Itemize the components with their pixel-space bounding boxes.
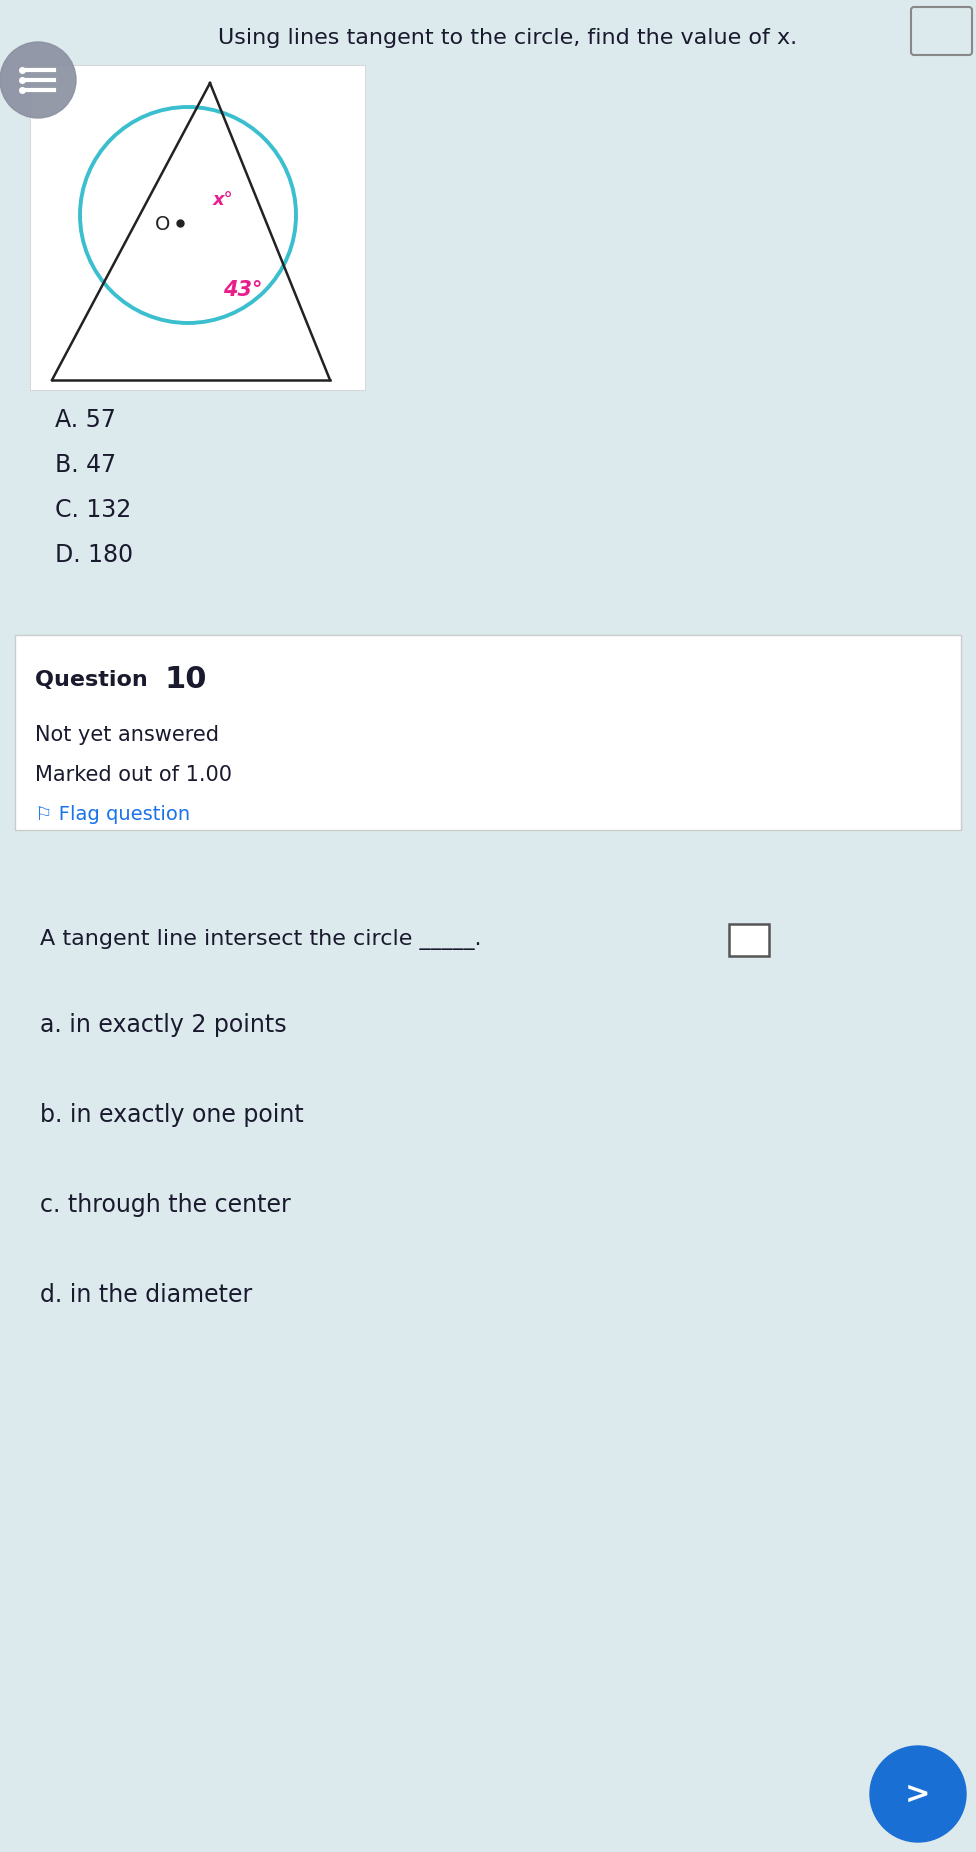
- Text: 43°: 43°: [224, 280, 263, 300]
- Text: d. in the diameter: d. in the diameter: [40, 1283, 252, 1308]
- Text: B. 47: B. 47: [55, 454, 116, 478]
- Text: Marked out of 1.00: Marked out of 1.00: [35, 765, 232, 785]
- Text: a. in exactly 2 points: a. in exactly 2 points: [40, 1013, 287, 1037]
- Circle shape: [870, 1746, 966, 1843]
- Text: Using lines tangent to the circle, find the value of x.: Using lines tangent to the circle, find …: [219, 28, 797, 48]
- Circle shape: [0, 43, 76, 119]
- Text: >: >: [906, 1780, 931, 1809]
- FancyBboxPatch shape: [729, 924, 769, 956]
- FancyBboxPatch shape: [15, 635, 961, 830]
- Text: c. through the center: c. through the center: [40, 1193, 291, 1217]
- Bar: [0, 874, 976, 1846]
- Text: ⚐ Flag question: ⚐ Flag question: [35, 806, 190, 824]
- Text: Not yet answered: Not yet answered: [35, 724, 219, 745]
- Text: 10: 10: [165, 665, 208, 694]
- Bar: [0, 0, 976, 591]
- FancyBboxPatch shape: [911, 7, 972, 56]
- Text: A tangent line intersect the circle _____.: A tangent line intersect the circle ____…: [40, 930, 481, 950]
- Bar: [30, 65, 365, 391]
- Text: D. 180: D. 180: [55, 543, 133, 567]
- Text: A. 57: A. 57: [55, 407, 116, 432]
- Text: x°: x°: [213, 191, 233, 209]
- Text: Question: Question: [35, 670, 155, 691]
- Text: C. 132: C. 132: [55, 498, 131, 522]
- Text: O: O: [154, 215, 170, 235]
- Text: b. in exactly one point: b. in exactly one point: [40, 1104, 304, 1128]
